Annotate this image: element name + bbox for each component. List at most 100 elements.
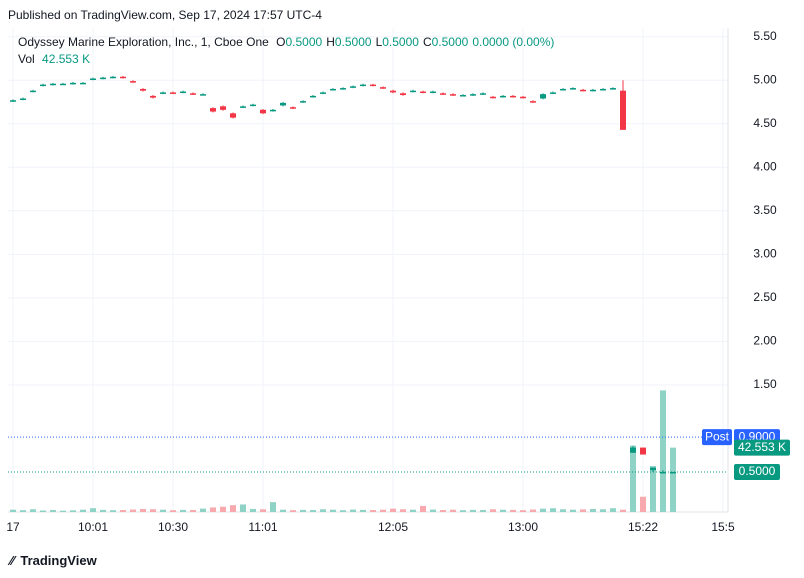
candle-body bbox=[20, 98, 26, 101]
volume-bar bbox=[380, 509, 386, 512]
volume-bar bbox=[470, 509, 476, 512]
candle-body bbox=[340, 88, 346, 90]
candle-body bbox=[320, 92, 326, 94]
volume-bar bbox=[310, 510, 316, 512]
candle-body bbox=[440, 93, 446, 95]
volume-legend: Vol 42.553 K bbox=[18, 52, 94, 66]
volume-bar bbox=[250, 508, 256, 512]
candle-body bbox=[530, 101, 536, 103]
candle-body bbox=[640, 447, 646, 455]
candle-body bbox=[240, 106, 246, 108]
volume-bar bbox=[640, 496, 646, 512]
volume-bar bbox=[450, 509, 456, 512]
volume-bar bbox=[230, 505, 236, 512]
ohlc-key: C bbox=[422, 35, 432, 49]
candle-body bbox=[80, 82, 86, 85]
volume-bar bbox=[660, 390, 666, 512]
x-tick-label: 15:5 bbox=[711, 520, 735, 534]
candle-body bbox=[420, 91, 426, 94]
candle-body bbox=[540, 94, 546, 99]
y-tick-label: 5.00 bbox=[753, 72, 777, 86]
candle-body bbox=[570, 88, 576, 90]
candle-body bbox=[600, 88, 606, 91]
candle-body bbox=[140, 88, 146, 91]
candle-body bbox=[10, 100, 16, 102]
candle-body bbox=[230, 113, 236, 118]
change: 0.0000 (0.00%) bbox=[472, 35, 555, 49]
label-box bbox=[734, 439, 790, 456]
candle-body bbox=[160, 92, 166, 94]
candle-body bbox=[450, 94, 456, 96]
candle-body bbox=[330, 88, 336, 91]
candle-body bbox=[360, 84, 366, 87]
volume-bar bbox=[460, 510, 466, 512]
label-box bbox=[734, 463, 780, 480]
volume-bar bbox=[100, 509, 106, 512]
candle-body bbox=[520, 96, 526, 99]
candle-body bbox=[380, 87, 386, 89]
candle-body bbox=[480, 93, 486, 95]
volume-bar bbox=[40, 510, 46, 512]
volume-bar bbox=[400, 509, 406, 512]
candle-body bbox=[630, 447, 636, 453]
volume-bar bbox=[430, 509, 436, 512]
published: Published on TradingView.com, Sep 17, 20… bbox=[8, 8, 322, 22]
candle-body bbox=[470, 94, 476, 96]
volume-bar bbox=[370, 510, 376, 512]
volume-bar bbox=[540, 508, 546, 512]
volume-bar bbox=[530, 509, 536, 512]
x-tick-label: 12:05 bbox=[378, 520, 408, 534]
candle-body bbox=[560, 88, 566, 91]
volume-bar bbox=[520, 510, 526, 512]
volume-bar bbox=[200, 508, 206, 512]
candle-body bbox=[210, 108, 216, 112]
volume-bar bbox=[90, 508, 96, 512]
volume-bar bbox=[210, 507, 216, 512]
volume-bar bbox=[560, 509, 566, 512]
volume-bar bbox=[280, 509, 286, 512]
volume-bar bbox=[130, 509, 136, 512]
ohlc-value: 0.5000 bbox=[334, 35, 372, 49]
candle-body bbox=[280, 102, 286, 106]
volume-bar bbox=[170, 510, 176, 512]
candle-body bbox=[500, 95, 506, 98]
candle-body bbox=[310, 95, 316, 98]
volume-bar bbox=[590, 508, 596, 512]
ohlc-value: 0.5000 bbox=[382, 35, 419, 49]
brand: TradingView bbox=[20, 553, 97, 568]
volume-value: 42.553 K bbox=[42, 52, 91, 66]
volume-bar bbox=[610, 508, 616, 512]
candle-body bbox=[190, 93, 196, 95]
candle-body bbox=[260, 109, 266, 114]
candle-body bbox=[350, 86, 356, 88]
y-tick-label: 4.50 bbox=[753, 116, 777, 130]
volume-bar bbox=[260, 509, 266, 512]
y-tick-label: 1.50 bbox=[753, 377, 777, 391]
candle-body bbox=[150, 95, 156, 98]
volume-bar bbox=[600, 509, 606, 512]
footer: ⁄⁄ TradingView bbox=[10, 553, 97, 568]
volume-bar bbox=[190, 510, 196, 512]
candle-body bbox=[290, 107, 296, 109]
candle-body bbox=[460, 95, 466, 97]
volume-bar bbox=[60, 510, 66, 512]
price-line-label: Post bbox=[705, 429, 730, 443]
volume-bar bbox=[550, 508, 556, 512]
volume-bar bbox=[180, 509, 186, 512]
volume-bar bbox=[30, 509, 36, 512]
y-tick-label: 2.00 bbox=[753, 334, 777, 348]
ohlc-key: O bbox=[276, 35, 286, 49]
volume-bar bbox=[70, 510, 76, 512]
volume-bar bbox=[300, 509, 306, 512]
volume-bar bbox=[330, 509, 336, 512]
candle-body bbox=[130, 81, 136, 83]
candle-body bbox=[200, 94, 206, 96]
price-line-value: 0.5000 bbox=[739, 464, 776, 478]
candle-body bbox=[90, 78, 96, 80]
volume-bar bbox=[160, 509, 166, 512]
candle-body bbox=[250, 104, 256, 107]
volume-bar bbox=[620, 509, 626, 512]
symbol: Odyssey Marine Exploration, Inc., 1, Cbo… bbox=[18, 35, 269, 49]
x-tick-label: 10:30 bbox=[158, 520, 188, 534]
